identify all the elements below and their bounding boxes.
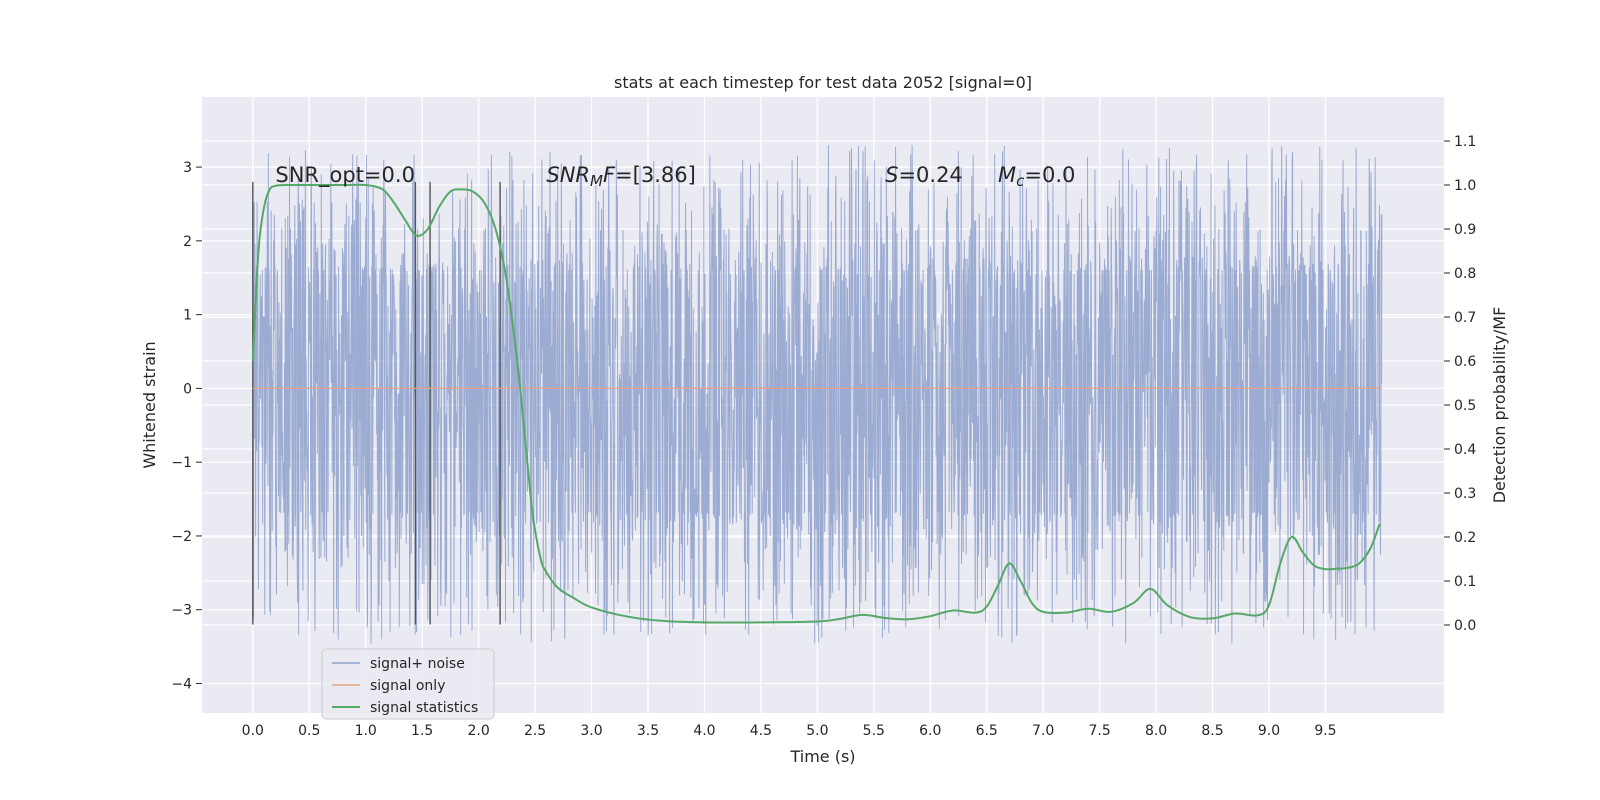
legend-box [321,648,495,720]
annotation-text: S=0.24 [885,163,963,187]
y-tick-label: −4 [171,676,192,692]
legend-entry-label: signal only [370,678,445,694]
y-right-tick-label: 0.4 [1454,442,1476,458]
annotation-text: SNR_opt=0.0 [275,163,415,188]
series-signal-statistics [251,183,1381,624]
annotation-text: Mc=0.0 [998,163,1075,190]
x-tick-label: 5.5 [863,723,885,739]
x-tick-label: 0.5 [298,723,320,739]
y-right-axis-ticks: 0.0 0.1 0.2 0.3 0.4 0.5 0.6 0.7 0.8 0.9 1.0 1.1 [1444,134,1476,634]
chart-title: stats at each timestep for test data 205… [614,73,1032,92]
x-tick-label: 5.0 [806,723,828,739]
y-tick-label: −1 [171,455,192,471]
signal-statistics-line [251,183,1381,624]
x-tick-label: 7.0 [1032,723,1054,739]
x-tick-label: 3.5 [637,723,659,739]
y-right-tick-label: 0.8 [1454,266,1476,282]
x-tick-label: 1.0 [355,723,377,739]
y-tick-label: −3 [171,603,192,619]
x-tick-label: 6.5 [976,723,998,739]
legend: signal+ noise signal only signal statistic… [321,648,495,720]
x-tick-label: 2.0 [467,723,489,739]
vertical-markers [252,181,501,625]
y-axis-ticks: −4 −3 −2 −1 0 1 2 3 [171,160,202,692]
x-tick-label: 2.5 [524,723,546,739]
x-tick-label: 4.5 [750,723,772,739]
legend-entry-label: signal statistics [370,700,478,716]
x-tick-label: 7.5 [1088,723,1110,739]
x-tick-label: 8.0 [1145,723,1167,739]
y-right-tick-label: 1.0 [1454,178,1476,194]
y-right-axis-label: Detection probability/MF [1490,307,1509,504]
legend-entry-label: signal+ noise [370,656,465,672]
y-tick-label: 3 [183,160,192,176]
x-tick-label: 9.5 [1314,723,1336,739]
x-tick-label: 1.5 [411,723,433,739]
series-signal-noise [252,145,1383,644]
x-axis-ticks: 0.0 0.5 1.0 1.5 2.0 2.5 3.0 3.5 4.0 4.5 5.0 5.5 6.0 6… [242,723,1337,739]
y-right-tick-label: 0.5 [1454,398,1476,414]
y-right-tick-label: 0.6 [1454,354,1476,370]
y-right-tick-label: 0.2 [1454,530,1476,546]
y-tick-label: 2 [183,234,192,250]
x-axis-label: Time (s) [789,747,855,766]
y-tick-label: −2 [171,529,192,545]
y-right-tick-label: 0.7 [1454,310,1476,326]
x-tick-label: 3.0 [580,723,602,739]
x-tick-label: 0.0 [242,723,264,739]
x-tick-label: 6.0 [919,723,941,739]
y-tick-label: 1 [183,308,192,324]
x-tick-label: 8.5 [1201,723,1223,739]
y-right-tick-label: 0.9 [1454,222,1476,238]
y-right-tick-label: 0.3 [1454,486,1476,502]
y-right-tick-label: 0.0 [1454,618,1476,634]
y-right-tick-label: 0.1 [1454,574,1476,590]
annotations: SNR_opt=0.0 SNRMF=[3.86] S=0.24 Mc=0.0 [275,163,1075,190]
x-tick-label: 9.0 [1258,723,1280,739]
y-axis-label: Whitened strain [140,341,159,468]
x-tick-label: 4.0 [693,723,715,739]
y-tick-label: 0 [183,381,192,397]
noise-line [252,145,1383,644]
annotation-text: SNRMF=[3.86] [546,163,695,190]
y-right-tick-label: 1.1 [1454,134,1476,150]
